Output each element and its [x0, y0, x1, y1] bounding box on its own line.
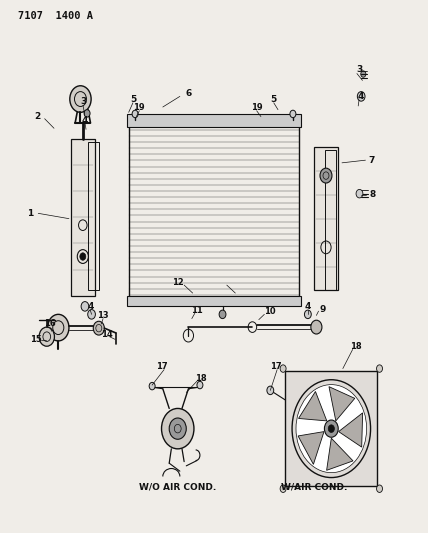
Circle shape [361, 71, 366, 77]
Circle shape [280, 485, 286, 492]
Bar [88, 142, 99, 290]
Circle shape [149, 382, 155, 390]
Text: 1: 1 [27, 209, 34, 218]
Text: 8: 8 [369, 190, 376, 199]
Text: 3: 3 [356, 66, 362, 74]
Circle shape [296, 385, 367, 473]
Text: 9: 9 [320, 304, 326, 313]
Circle shape [267, 386, 274, 394]
Circle shape [70, 86, 91, 112]
Circle shape [357, 92, 365, 101]
Text: 19: 19 [251, 102, 262, 111]
Circle shape [377, 365, 383, 372]
Text: 16: 16 [44, 319, 56, 328]
Text: 4: 4 [358, 92, 364, 101]
Text: 7: 7 [369, 156, 375, 165]
Circle shape [290, 110, 296, 118]
Text: 19: 19 [134, 102, 145, 111]
Circle shape [88, 310, 95, 319]
Circle shape [304, 310, 311, 319]
Bar [129, 118, 299, 301]
Circle shape [169, 418, 186, 439]
Text: 18: 18 [350, 342, 362, 351]
Bar [71, 139, 95, 296]
Text: 5: 5 [130, 94, 136, 103]
Text: 6: 6 [185, 89, 191, 98]
Polygon shape [327, 438, 353, 470]
Text: 17: 17 [156, 362, 168, 371]
Circle shape [80, 253, 86, 260]
Text: 3: 3 [80, 97, 86, 106]
Bar [127, 296, 301, 306]
Circle shape [219, 310, 226, 319]
Text: W/AIR COND.: W/AIR COND. [281, 482, 348, 491]
Text: W/O AIR COND.: W/O AIR COND. [139, 482, 217, 491]
Polygon shape [339, 413, 363, 447]
Text: 15: 15 [30, 335, 42, 344]
Circle shape [161, 408, 194, 449]
Text: 17: 17 [270, 362, 282, 371]
Bar [314, 147, 338, 290]
Circle shape [311, 320, 322, 334]
Circle shape [81, 302, 89, 311]
Circle shape [93, 321, 104, 335]
Text: 14: 14 [101, 329, 113, 338]
Circle shape [356, 189, 363, 198]
Text: 4: 4 [305, 302, 311, 311]
Circle shape [197, 381, 203, 389]
Bar [325, 150, 336, 290]
Circle shape [39, 327, 54, 346]
Text: 18: 18 [195, 374, 206, 383]
Polygon shape [298, 432, 324, 464]
Text: 10: 10 [264, 307, 275, 316]
Circle shape [84, 110, 90, 117]
Text: 11: 11 [191, 305, 203, 314]
Bar [127, 114, 301, 127]
Text: 2: 2 [35, 112, 41, 121]
Polygon shape [329, 386, 355, 421]
Circle shape [328, 425, 334, 432]
Circle shape [48, 314, 69, 341]
Bar [285, 371, 377, 486]
Text: 12: 12 [172, 278, 184, 287]
Text: 7107  1400 A: 7107 1400 A [18, 11, 93, 21]
Circle shape [320, 168, 332, 183]
Circle shape [377, 485, 383, 492]
Circle shape [132, 110, 138, 118]
Text: 13: 13 [97, 311, 109, 320]
Text: 4: 4 [82, 116, 88, 125]
Polygon shape [299, 391, 327, 421]
Text: 4: 4 [87, 302, 93, 311]
Circle shape [324, 420, 338, 437]
Circle shape [280, 365, 286, 372]
Text: 5: 5 [270, 94, 277, 103]
